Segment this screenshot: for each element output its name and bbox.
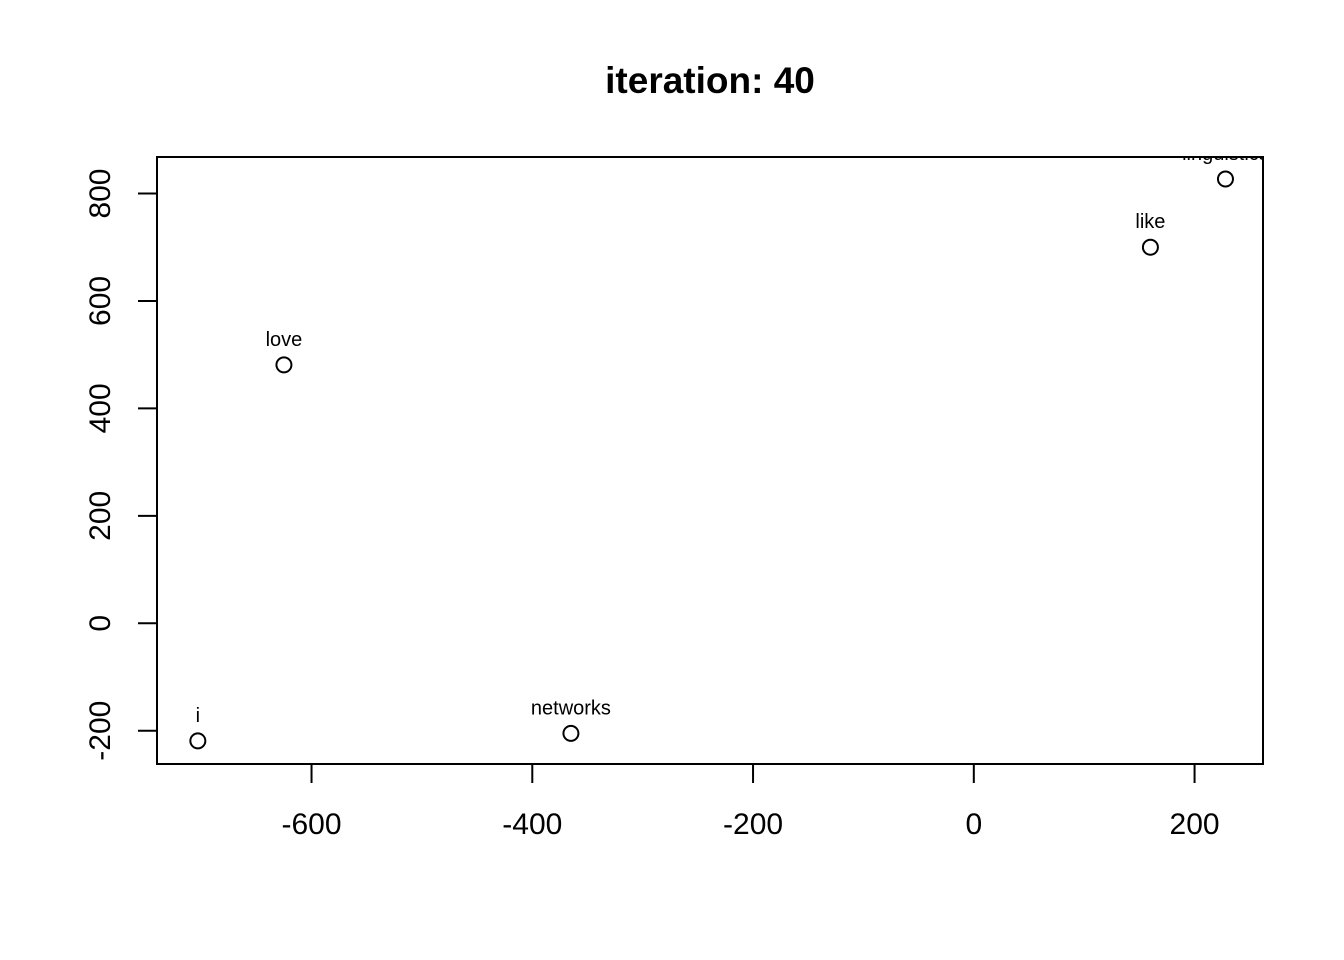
y-tick-label: 600 bbox=[84, 276, 117, 326]
data-point bbox=[562, 724, 580, 742]
x-tick-label: -200 bbox=[723, 808, 783, 841]
chart-title: iteration: 40 bbox=[605, 60, 815, 101]
y-tick-label: 400 bbox=[84, 383, 117, 433]
y-tick-label: 0 bbox=[84, 615, 117, 632]
point-label: linguistics bbox=[1182, 143, 1269, 165]
point-label: networks bbox=[531, 697, 611, 719]
y-axis: -200 0 200 400 600 800 bbox=[84, 168, 158, 761]
x-tick-label: -600 bbox=[282, 808, 342, 841]
plot-frame bbox=[156, 156, 1264, 765]
data-point bbox=[275, 356, 293, 374]
y-tick-label: 200 bbox=[84, 491, 117, 541]
y-tick-label: 800 bbox=[84, 168, 117, 218]
x-tick-label: 0 bbox=[965, 808, 982, 841]
x-axis: -600 -400 -200 0 200 bbox=[282, 763, 1220, 841]
y-tick-label: -200 bbox=[84, 701, 117, 761]
x-tick-label: 200 bbox=[1170, 808, 1220, 841]
x-tick-label: -400 bbox=[502, 808, 562, 841]
data-point bbox=[1141, 238, 1159, 256]
data-point bbox=[1216, 170, 1234, 188]
point-label: love bbox=[266, 329, 303, 351]
point-label: like bbox=[1135, 211, 1165, 233]
point-label: i bbox=[196, 705, 200, 727]
data-point bbox=[189, 732, 207, 750]
points-layer: i love networks like linguistics bbox=[189, 143, 1269, 750]
